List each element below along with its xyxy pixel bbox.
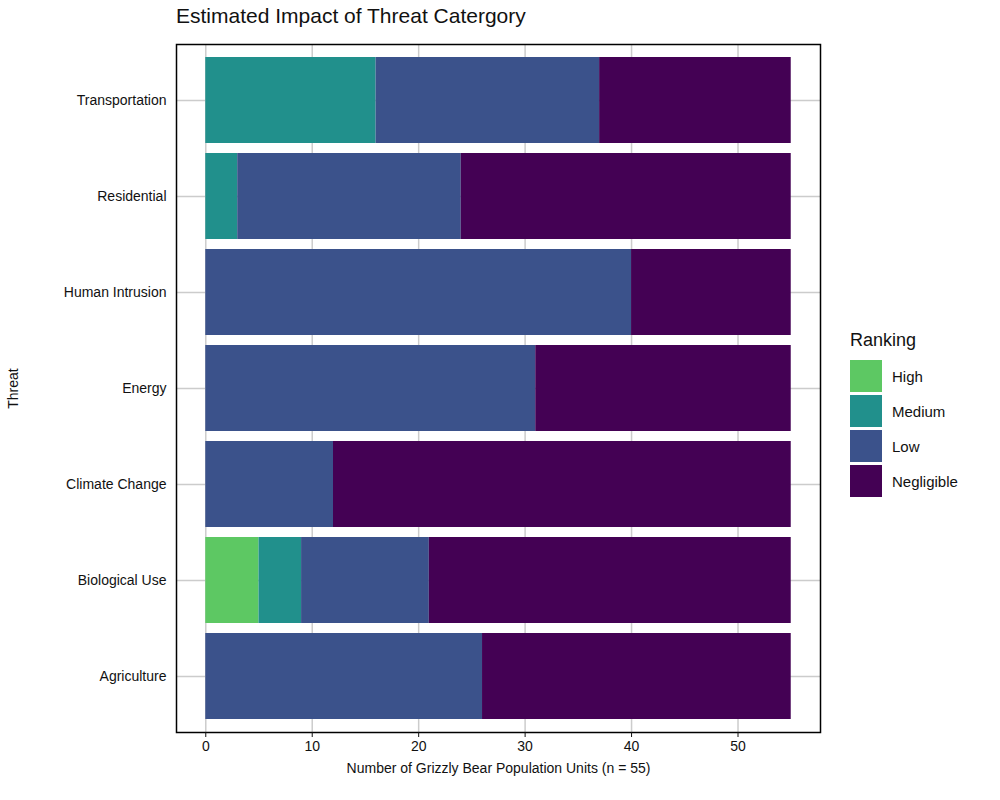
html-text:Medium: Medium <box>892 402 946 420</box>
html-text:High: High <box>892 367 923 385</box>
svg-text:Threat: Threat <box>5 368 21 409</box>
svg-text:40: 40 <box>624 738 640 754</box>
svg-text:10: 10 <box>304 738 320 754</box>
svg-text:30: 30 <box>517 738 533 754</box>
html-text:Ranking: Ranking <box>850 329 916 350</box>
svg-text:50: 50 <box>730 738 746 754</box>
svg-text:Biological Use: Biological Use <box>78 572 167 588</box>
svg-text:Agriculture: Agriculture <box>100 668 167 684</box>
svg-text:Residential: Residential <box>97 188 166 204</box>
svg-text:0: 0 <box>202 738 210 754</box>
html-text:Estimated Impact of Threat Cat: Estimated Impact of Threat Catergory <box>176 4 526 27</box>
svg-text:Transportation: Transportation <box>77 92 167 108</box>
html-text:Negligible: Negligible <box>892 472 958 490</box>
svg-text:Energy: Energy <box>122 380 166 396</box>
html-text:Low: Low <box>892 437 920 455</box>
svg-text:20: 20 <box>411 738 427 754</box>
svg-text:Climate Change: Climate Change <box>66 476 167 492</box>
svg-text:Number of Grizzly Bear Populat: Number of Grizzly Bear Population Units … <box>347 760 651 776</box>
svg-text:Human Intrusion: Human Intrusion <box>64 284 167 300</box>
